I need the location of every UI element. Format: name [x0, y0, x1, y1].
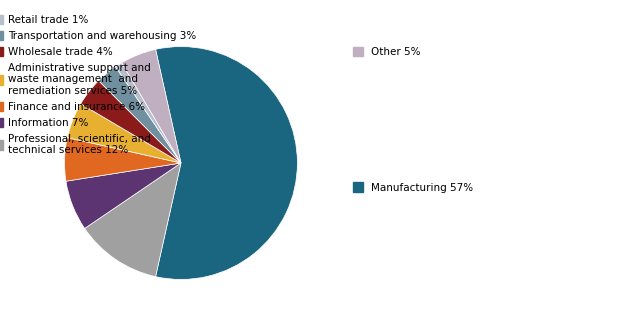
Wedge shape: [67, 104, 181, 163]
Wedge shape: [155, 47, 298, 279]
Wedge shape: [122, 49, 181, 163]
Legend: Retail trade 1%, Transportation and warehousing 3%, Wholesale trade 4%, Administ: Retail trade 1%, Transportation and ware…: [0, 15, 197, 155]
Wedge shape: [85, 163, 181, 277]
Wedge shape: [64, 138, 181, 181]
Legend: Other 5%: Other 5%: [348, 43, 425, 61]
Legend: Manufacturing 57%: Manufacturing 57%: [348, 178, 477, 197]
Wedge shape: [66, 163, 181, 229]
Wedge shape: [115, 63, 181, 163]
Wedge shape: [99, 67, 181, 163]
Wedge shape: [80, 81, 181, 163]
